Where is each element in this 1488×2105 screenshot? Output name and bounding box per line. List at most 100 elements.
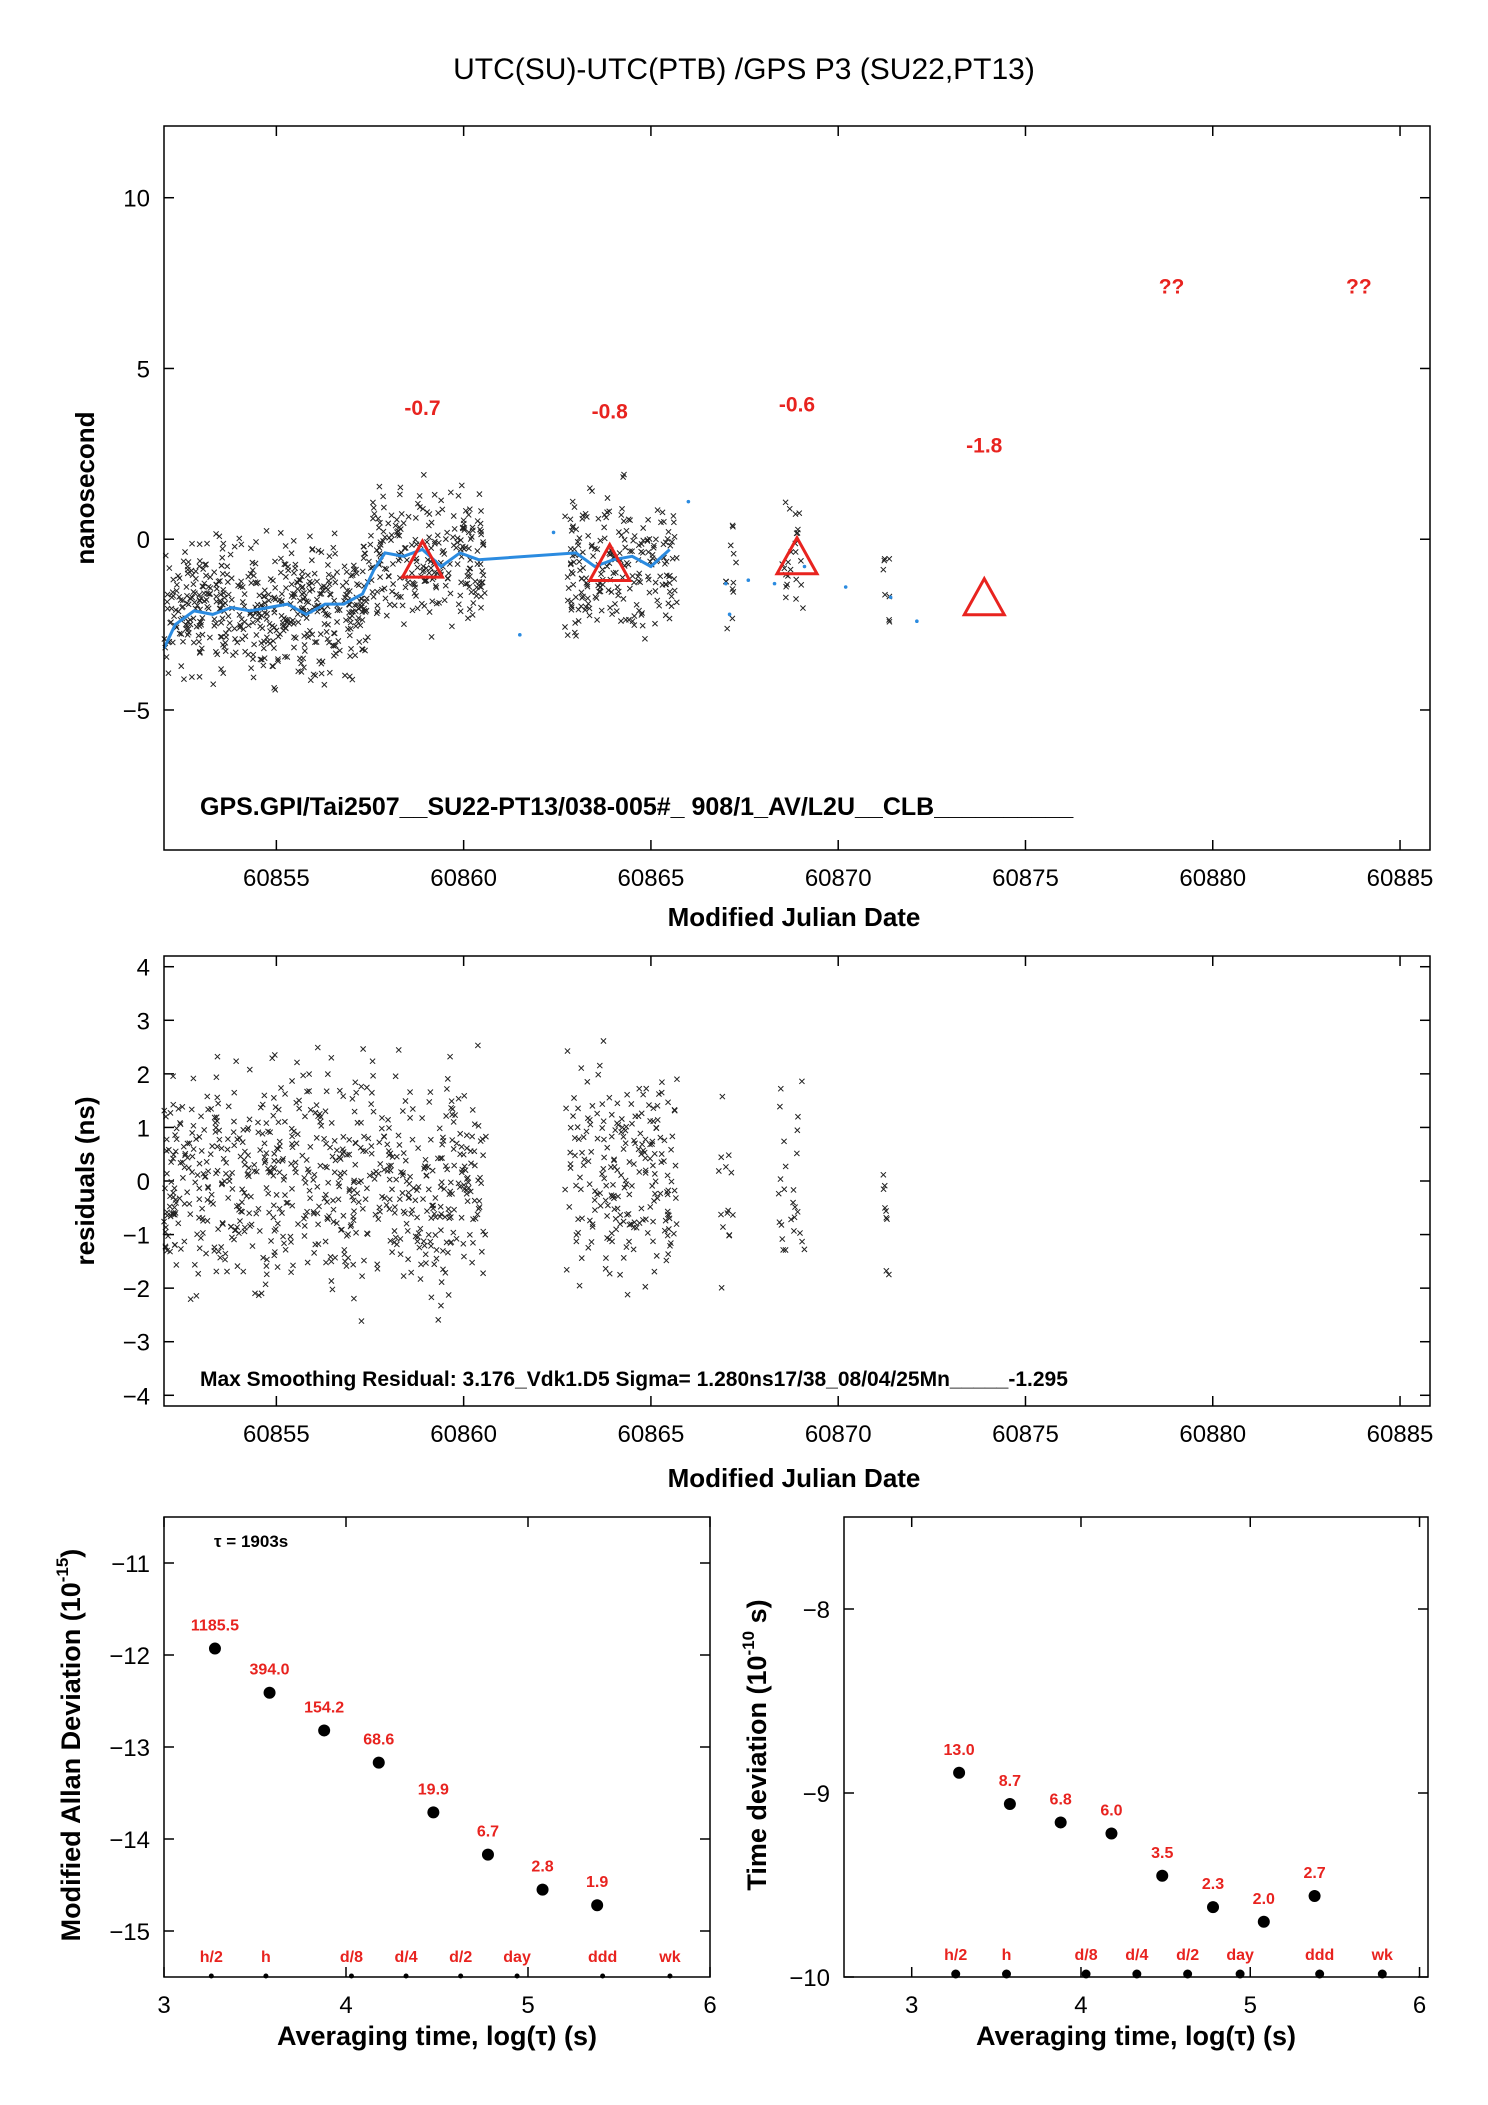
panel2-data-point — [322, 1108, 329, 1115]
panel2-data-point — [395, 1132, 402, 1139]
panel2-data-point — [288, 1125, 295, 1132]
panel2-data-point — [642, 1283, 649, 1290]
panel1-smooth-point — [686, 499, 691, 504]
panel2-data-point — [170, 1101, 177, 1108]
panel2-data-point — [633, 1224, 640, 1231]
panel1-data-point — [652, 588, 659, 594]
panel1-smooth-point — [724, 581, 728, 586]
panel2-data-point — [180, 1143, 187, 1150]
panel1-data-point — [217, 591, 224, 598]
panel2-data-point — [274, 1220, 281, 1227]
panel2-data-point — [474, 1211, 481, 1218]
panel1-data-point — [462, 581, 469, 588]
panel3-scale-label: d/2 — [449, 1949, 472, 1966]
panel2-data-point — [444, 1249, 451, 1256]
panel2-data-point — [270, 1214, 277, 1221]
panel2-data-point — [303, 1156, 310, 1163]
panel1-data-point — [353, 601, 360, 608]
panel1-data-point — [622, 544, 629, 551]
panel1-data-point — [219, 570, 226, 577]
panel1-data-point — [457, 592, 464, 599]
panel3-ytick-label: −11 — [111, 1551, 150, 1578]
panel1-data-point — [275, 633, 282, 640]
panel2-data-point — [312, 1109, 319, 1116]
panel3-xlabel: Averaging time, log(τ) (s) — [277, 2021, 597, 2051]
panel1-data-point — [579, 549, 586, 556]
panel1-data-point — [479, 568, 486, 574]
panel1-data-point — [369, 499, 376, 506]
panel2-data-point — [444, 1166, 451, 1173]
panel1-data-point — [664, 536, 671, 542]
panel3-xtick-label: 6 — [703, 1992, 716, 2019]
panel2-data-point — [636, 1085, 643, 1092]
panel2-data-point — [622, 1177, 629, 1184]
panel1-data-point — [579, 594, 586, 601]
panel2-data-point — [281, 1240, 287, 1247]
panel1-data-point — [564, 574, 571, 581]
panel2-data-point — [289, 1078, 296, 1084]
panel1-data-point — [570, 559, 577, 566]
panel2-data-point — [578, 1255, 585, 1262]
panel1-data-point — [183, 583, 190, 590]
panel2-data-point — [342, 1258, 348, 1265]
panel2-data-point — [777, 1176, 784, 1183]
panel2-data-point — [241, 1189, 248, 1196]
panel1-data-point — [478, 584, 485, 591]
panel2-data-point — [448, 1104, 455, 1111]
panel2-data-point — [584, 1078, 591, 1085]
panel2-data-point — [245, 1173, 252, 1180]
panel2-data-point — [579, 1215, 586, 1222]
panel1-data-point — [169, 639, 176, 646]
panel2-data-point — [404, 1227, 411, 1234]
panel2-data-point — [455, 1095, 462, 1102]
panel1-data-point — [395, 593, 402, 600]
panel2-data-point — [230, 1129, 237, 1136]
panel2-data-point — [403, 1220, 410, 1227]
panel4-ylabel: Time deviation (10-10 s) — [739, 1599, 772, 1890]
panel2-data-point — [329, 1286, 336, 1293]
panel1-data-point — [172, 607, 179, 614]
panel1-data-point — [383, 566, 390, 573]
panel1-data-point — [205, 583, 212, 590]
panel1-data-point — [196, 591, 203, 598]
panel1-data-point — [476, 579, 483, 585]
panel2-data-point — [408, 1269, 415, 1276]
panel3-xtick-label: 5 — [521, 1992, 534, 2019]
panel2-data-point — [383, 1202, 390, 1208]
panel2-data-point — [666, 1215, 673, 1222]
panel1-data-point — [577, 567, 584, 574]
panel1-data-point — [478, 604, 484, 611]
panel2-data-point — [572, 1152, 578, 1159]
panel2-data-point — [649, 1182, 656, 1189]
panel1-data-point — [236, 611, 243, 618]
panel2-data-point — [636, 1169, 643, 1175]
panel2-data-point — [447, 1179, 454, 1186]
panel1-data-point — [197, 648, 203, 655]
panel2-data-point — [389, 1154, 396, 1160]
panel3-point-label: 19.9 — [418, 1781, 449, 1798]
panel2-data-point — [271, 1249, 278, 1256]
panel3-point-label: 2.8 — [531, 1859, 553, 1876]
panel2-data-point — [450, 1146, 457, 1152]
panel1-data-point — [260, 593, 267, 600]
panel2-data-point — [258, 1290, 265, 1297]
panel2-data-point — [304, 1208, 311, 1215]
panel2-data-point — [261, 1154, 268, 1161]
panel2-data-point — [589, 1102, 596, 1109]
panel2-data-point — [323, 1164, 330, 1171]
panel2-data-point — [482, 1231, 489, 1238]
panel1-data-point — [245, 622, 252, 629]
panel1-data-point — [300, 604, 307, 611]
panel2-data-point — [197, 1234, 204, 1241]
panel2-data-point — [566, 1203, 573, 1210]
panel2-data-point — [563, 1266, 570, 1273]
panel2-data-point — [797, 1230, 803, 1236]
panel2-data-point — [313, 1102, 320, 1109]
panel1-data-point — [253, 538, 259, 545]
panel1-data-point — [399, 602, 406, 609]
panel2-data-point — [213, 1170, 219, 1177]
panel2-data-point — [314, 1044, 321, 1051]
panel1-data-point — [629, 618, 636, 625]
panel1-data-point — [311, 570, 318, 577]
panel1-data-point — [652, 620, 658, 627]
